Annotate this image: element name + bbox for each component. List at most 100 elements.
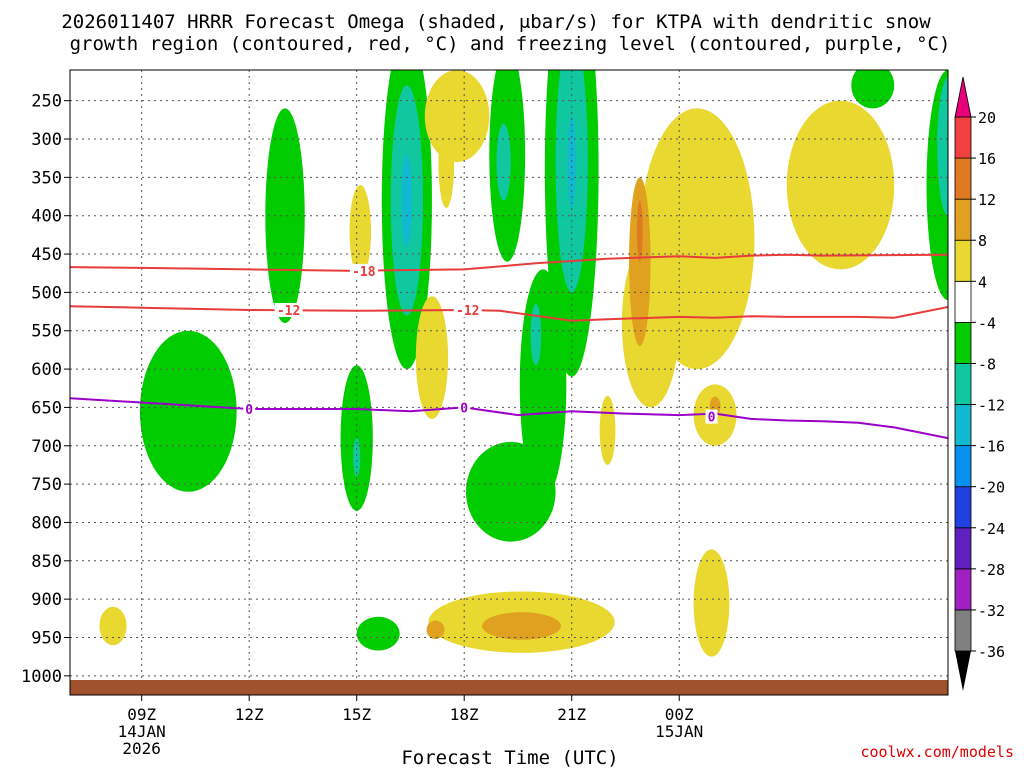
- y-tick-label: 950: [31, 628, 62, 648]
- y-tick-label: 700: [31, 437, 62, 457]
- colorbar-swatch: [954, 486, 972, 529]
- contour-label-zero-c: 0: [708, 411, 716, 426]
- contour-label-zero-b: 0: [460, 401, 468, 416]
- y-tick-label: 800: [31, 513, 62, 533]
- x-tick-label: 00Z: [665, 705, 694, 724]
- colorbar-label: -8: [978, 355, 996, 373]
- omega-cell: [426, 620, 445, 640]
- omega-cell: [356, 616, 400, 651]
- x-tick-year: 2026: [122, 739, 161, 758]
- contour-label-minus18-bg: [349, 263, 378, 278]
- omega-cell: [482, 612, 561, 640]
- colorbar-max-arrow: [954, 76, 972, 118]
- colorbar-swatch: [954, 280, 972, 323]
- y-tick-label: 500: [31, 283, 62, 303]
- omega-shading-layer: [99, 70, 948, 657]
- colorbar-swatch: [954, 609, 972, 652]
- y-tick-label: 250: [31, 92, 62, 112]
- colorbar-label: -36: [978, 643, 1005, 661]
- freezing-level-contour: [70, 397, 948, 440]
- omega-cell: [693, 549, 730, 657]
- y-tick-label: 1000: [21, 667, 62, 687]
- dgz-bottom-contour: [70, 305, 948, 322]
- colorbar-label: 4: [978, 273, 987, 291]
- y-tick-label: 650: [31, 398, 62, 418]
- chart-title-line1: 2026011407 HRRR Forecast Omega (shaded, …: [61, 11, 931, 33]
- colorbar-label: -20: [978, 479, 1005, 497]
- omega-cell: [851, 70, 895, 109]
- x-tick-label: 09Z: [127, 705, 156, 724]
- y-tick-label: 600: [31, 360, 62, 380]
- y-tick-label: 900: [31, 590, 62, 610]
- omega-cell: [139, 330, 237, 492]
- colorbar-label: -24: [978, 520, 1005, 538]
- x-tick-label: 15Z: [342, 705, 371, 724]
- omega-cell: [496, 123, 511, 201]
- x-tick-label: 18Z: [450, 705, 479, 724]
- x-tick-date: 14JAN: [118, 722, 166, 741]
- contour-label-zero-a: 0: [245, 403, 253, 418]
- ground-surface: [70, 680, 948, 695]
- omega-cell: [636, 200, 643, 262]
- y-tick-label: 400: [31, 207, 62, 227]
- omega-cell: [567, 116, 577, 209]
- x-axis-label: Forecast Time (UTC): [401, 747, 618, 768]
- colorbar-label: 12: [978, 191, 996, 209]
- colorbar-label: -16: [978, 438, 1005, 456]
- credit-text: coolwx.com/models: [860, 743, 1014, 761]
- colorbar-swatch: [954, 445, 972, 488]
- contour-label-zero-b-bg: [458, 400, 471, 415]
- contour-label-minus12-a: -12: [277, 304, 300, 319]
- y-tick-label: 450: [31, 245, 62, 265]
- y-tick-label: 350: [31, 168, 62, 188]
- colorbar: -36 -32 -28 -24 -20 -16 -12 -8 -4 4 8 12 16 20: [954, 76, 1005, 691]
- colorbar-swatch: [954, 157, 972, 200]
- chart-title-line2: growth region (contoured, red, °C) and f…: [70, 33, 951, 55]
- x-tick-label: 12Z: [235, 705, 264, 724]
- omega-cell: [99, 606, 127, 646]
- omega-cell: [340, 365, 373, 511]
- y-axis: 250 300 350 400 450 500 550 600 650 700 750 800 850 9…: [21, 92, 70, 687]
- plot-frame: [69, 69, 949, 696]
- contour-label-minus12-b: -12: [456, 304, 479, 319]
- contour-label-minus12-b-bg: [453, 303, 482, 318]
- colorbar-swatch: [954, 527, 972, 570]
- omega-cell: [465, 441, 556, 542]
- colorbar-label: 16: [978, 150, 996, 168]
- omega-cell: [415, 296, 449, 419]
- colorbar-swatch: [954, 116, 972, 159]
- colorbar-swatch: [954, 198, 972, 241]
- colorbar-swatch: [954, 363, 972, 405]
- y-tick-label: 750: [31, 475, 62, 495]
- colorbar-swatch: [954, 404, 972, 447]
- colorbar-label: -12: [978, 397, 1005, 415]
- colorbar-label: 20: [978, 109, 996, 127]
- contour-label-zero-c-bg: [705, 409, 718, 424]
- dgz-top-contour: [70, 253, 948, 272]
- omega-cell: [599, 395, 616, 465]
- colorbar-label: -28: [978, 561, 1005, 579]
- omega-cell: [401, 154, 413, 247]
- colorbar-swatch: [954, 568, 972, 611]
- omega-cell: [438, 116, 455, 209]
- contour-lines: -18 -12 -12 0 0 0: [70, 253, 948, 440]
- y-tick-label: 850: [31, 552, 62, 572]
- omega-cell: [353, 438, 361, 477]
- contour-label-minus18: -18: [352, 265, 376, 280]
- y-tick-label: 300: [31, 130, 62, 150]
- contour-label-minus12-a-bg: [274, 303, 303, 318]
- omega-cell: [530, 303, 542, 366]
- colorbar-label: -32: [978, 602, 1005, 620]
- x-tick-label: 21Z: [557, 705, 586, 724]
- omega-cell: [937, 77, 948, 216]
- gridlines: [70, 70, 948, 680]
- colorbar-min-arrow: [955, 651, 971, 691]
- colorbar-label: 8: [978, 232, 987, 250]
- colorbar-swatch: [954, 321, 972, 364]
- colorbar-swatch: [954, 239, 972, 282]
- omega-cell: [424, 70, 490, 163]
- contour-label-zero-a-bg: [243, 401, 256, 416]
- colorbar-label: -4: [978, 314, 996, 332]
